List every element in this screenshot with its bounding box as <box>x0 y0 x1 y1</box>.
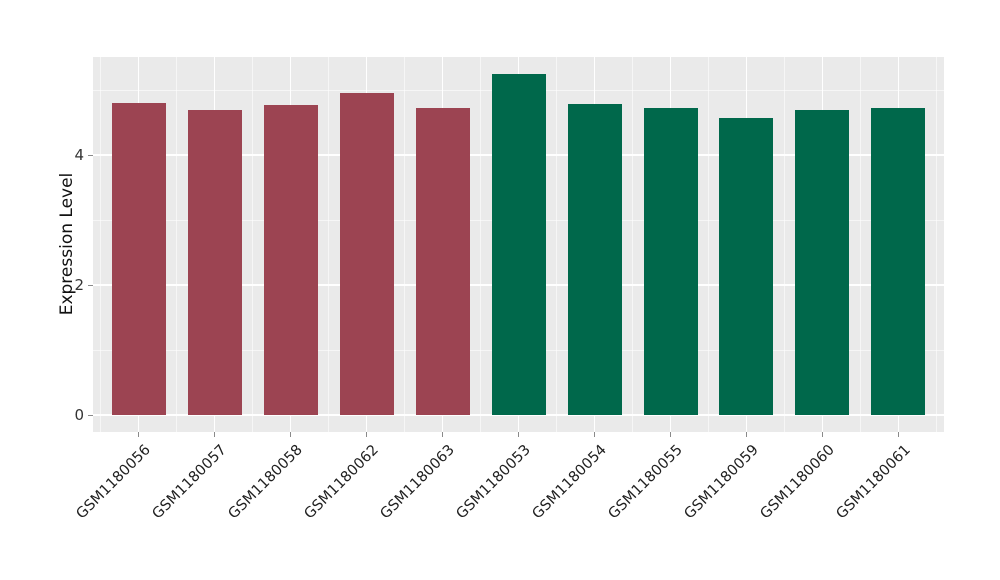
gridline-x-minor-4.5 <box>480 57 481 432</box>
gridline-x-minor-6.5 <box>632 57 633 432</box>
gridline-x-minor-8.5 <box>783 57 785 432</box>
y-tick-label-2: 2 <box>74 275 84 294</box>
gridline-x-minor-9.5 <box>859 57 861 432</box>
x-tick-label-text-GSM1180058: GSM1180058 <box>225 442 306 523</box>
bar-GSM1180056 <box>111 103 166 416</box>
x-tick-label-text-GSM1180057: GSM1180057 <box>149 442 230 523</box>
bar-GSM1180057 <box>187 109 242 416</box>
x-tick-mark-GSM1180053 <box>517 432 520 437</box>
bar-GSM1180054 <box>567 104 622 416</box>
bar-GSM1180060 <box>795 110 850 416</box>
gridline-x-minor-2.5 <box>328 57 329 432</box>
y-tick-mark-4 <box>88 154 93 156</box>
x-tick-label-text-GSM1180056: GSM1180056 <box>73 442 154 523</box>
x-tick-mark-GSM1180057 <box>214 432 216 437</box>
bar-GSM1180061 <box>871 107 926 416</box>
bar-GSM1180055 <box>643 108 698 416</box>
x-tick-mark-GSM1180062 <box>365 432 368 437</box>
bar-GSM1180053 <box>491 73 546 416</box>
x-tick-mark-GSM1180055 <box>669 432 672 437</box>
y-tick-label-4: 4 <box>74 145 84 164</box>
gridline-x-minor-7.5 <box>708 57 709 432</box>
y-axis-title: Expression Level <box>57 172 77 316</box>
x-tick-mark-GSM1180063 <box>441 432 444 437</box>
x-tick-mark-GSM1180059 <box>745 432 747 437</box>
gridline-x-minor-10.5 <box>935 57 937 432</box>
x-tick-mark-GSM1180056 <box>138 432 140 437</box>
x-tick-mark-GSM1180061 <box>897 432 899 437</box>
gridline-x-minor-0.5 <box>176 57 178 432</box>
x-tick-label-text-GSM1180053: GSM1180053 <box>453 442 534 523</box>
gridline-x-minor--0.5 <box>100 57 102 432</box>
x-tick-mark-GSM1180058 <box>290 432 292 437</box>
bar-GSM1180058 <box>263 105 318 416</box>
x-tick-label-text-GSM1180063: GSM1180063 <box>377 442 458 523</box>
y-tick-label-0: 0 <box>74 405 84 424</box>
plot-panel <box>93 57 944 432</box>
x-tick-label-text-GSM1180059: GSM1180059 <box>681 442 762 523</box>
bar-GSM1180062 <box>339 92 394 416</box>
y-tick-mark-2 <box>88 284 93 286</box>
bar-GSM1180059 <box>719 118 774 416</box>
x-tick-mark-GSM1180060 <box>821 432 823 437</box>
x-tick-label-text-GSM1180062: GSM1180062 <box>301 442 382 523</box>
x-tick-label-text-GSM1180061: GSM1180061 <box>833 442 914 523</box>
x-tick-label-text-GSM1180055: GSM1180055 <box>605 442 686 523</box>
gridline-x-minor-5.5 <box>556 57 557 432</box>
gridline-x-minor-1.5 <box>252 57 254 432</box>
y-tick-mark-0 <box>88 414 93 416</box>
x-tick-mark-GSM1180054 <box>593 432 596 437</box>
gridline-x-minor-3.5 <box>404 57 405 432</box>
x-tick-label-text-GSM1180054: GSM1180054 <box>529 442 610 523</box>
bar-GSM1180063 <box>415 107 470 416</box>
x-tick-label-text-GSM1180060: GSM1180060 <box>757 442 838 523</box>
